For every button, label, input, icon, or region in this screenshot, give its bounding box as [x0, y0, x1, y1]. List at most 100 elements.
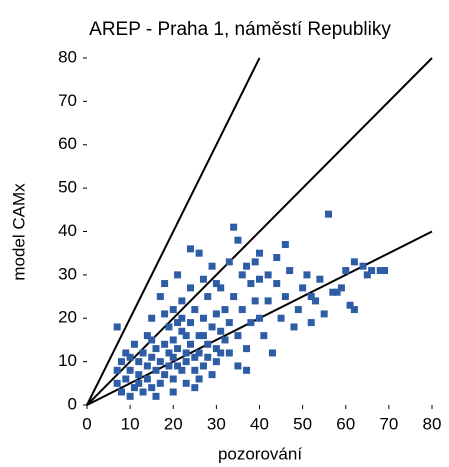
- point: [156, 358, 164, 366]
- point: [187, 319, 194, 327]
- point: [346, 301, 354, 309]
- point: [217, 349, 225, 357]
- point: [161, 340, 169, 348]
- point: [294, 306, 302, 314]
- point: [359, 262, 367, 270]
- point: [286, 267, 294, 275]
- point: [204, 340, 212, 348]
- point: [337, 284, 345, 292]
- point: [381, 267, 389, 275]
- point: [208, 323, 216, 331]
- point: [260, 332, 268, 340]
- point: [230, 223, 238, 231]
- point: [212, 310, 220, 318]
- x-tick-label: 10: [121, 414, 140, 433]
- point: [174, 271, 182, 279]
- point: [143, 362, 151, 370]
- reference-line: [86, 57, 261, 406]
- point: [174, 362, 182, 370]
- point: [174, 345, 182, 353]
- x-tick-label: 30: [207, 414, 226, 433]
- point: [169, 336, 177, 344]
- point: [247, 280, 255, 288]
- point: [303, 271, 311, 279]
- point: [113, 366, 121, 374]
- point: [290, 323, 298, 331]
- point: [273, 254, 281, 262]
- point: [187, 340, 194, 348]
- point: [152, 345, 160, 353]
- point: [256, 249, 263, 257]
- x-tick-label: 60: [336, 414, 355, 433]
- point: [143, 332, 151, 340]
- y-tick-label: 50: [58, 178, 77, 197]
- point: [182, 379, 190, 387]
- point: [333, 288, 341, 296]
- point: [320, 310, 328, 318]
- x-tick-label: 0: [82, 414, 91, 433]
- point: [368, 267, 376, 275]
- point: [225, 319, 233, 327]
- point: [199, 275, 207, 283]
- point: [256, 314, 263, 322]
- point: [161, 371, 169, 379]
- point: [243, 366, 251, 374]
- point: [182, 358, 190, 366]
- point: [135, 379, 143, 387]
- x-tick-label: 70: [379, 414, 398, 433]
- point: [251, 258, 259, 266]
- chart-title: AREP - Praha 1, náměstí Republiky: [89, 19, 391, 40]
- point: [212, 280, 220, 288]
- point: [199, 314, 207, 322]
- point: [139, 388, 147, 396]
- point: [350, 306, 358, 314]
- point: [281, 293, 289, 301]
- point: [225, 258, 233, 266]
- point: [238, 306, 246, 314]
- point: [178, 314, 186, 322]
- point: [273, 280, 281, 288]
- point: [342, 267, 350, 275]
- point: [243, 345, 251, 353]
- point: [230, 293, 238, 301]
- point: [247, 319, 255, 327]
- y-tick-label: 80: [58, 47, 77, 66]
- point: [178, 366, 186, 374]
- point: [143, 375, 151, 383]
- point: [199, 362, 207, 370]
- point: [169, 306, 177, 314]
- point: [277, 314, 285, 322]
- point: [307, 319, 315, 327]
- point: [221, 306, 229, 314]
- y-tick-label: 0: [68, 394, 77, 413]
- point: [325, 210, 332, 218]
- point: [139, 349, 147, 357]
- point: [126, 366, 134, 374]
- point: [191, 366, 199, 374]
- point: [113, 379, 121, 387]
- point: [187, 245, 194, 253]
- point: [316, 275, 324, 283]
- reference-line: [86, 57, 433, 406]
- point: [191, 353, 199, 361]
- x-axis-label: pozorování: [218, 444, 302, 463]
- point: [243, 262, 251, 270]
- point: [350, 258, 358, 266]
- point: [363, 271, 371, 279]
- point: [118, 358, 125, 366]
- point: [234, 236, 242, 244]
- point: [178, 327, 186, 335]
- point: [113, 323, 121, 331]
- point: [195, 349, 203, 357]
- y-tick-label: 40: [58, 221, 77, 240]
- point: [122, 375, 130, 383]
- point: [376, 267, 384, 275]
- point: [195, 332, 203, 340]
- point: [130, 384, 138, 392]
- point: [126, 392, 134, 400]
- point: [221, 336, 229, 344]
- point: [148, 353, 156, 361]
- point: [195, 249, 203, 257]
